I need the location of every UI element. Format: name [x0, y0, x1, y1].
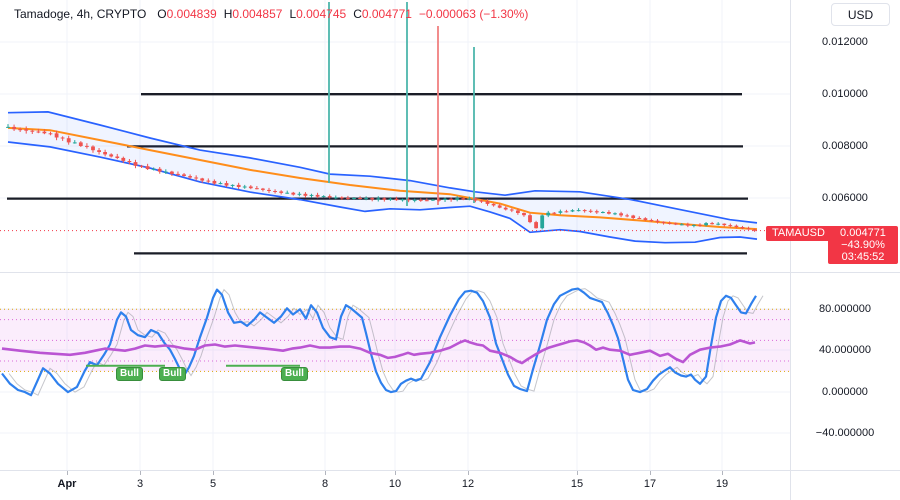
symbol-title: Tamadoge, 4h, CRYPTO [14, 7, 147, 21]
time-axis-tick [395, 471, 396, 475]
time-axis-tick [213, 471, 214, 475]
price-axis-label: 0.006000 [822, 192, 868, 204]
axis-vertical-border [790, 0, 791, 500]
time-axis-tick [722, 471, 723, 475]
badge-change-pct: −43.90% [841, 239, 885, 251]
time-axis-label: 5 [209, 478, 217, 490]
time-axis-label: Apr [57, 478, 77, 490]
bollinger-upper-line [7, 111, 758, 224]
time-axis-label: 8 [321, 478, 329, 490]
current-price-badge: 0.004771 −43.90% 03:45:52 [828, 226, 898, 264]
price-axis-label: 0.008000 [822, 140, 868, 152]
time-axis-label: 10 [388, 478, 402, 490]
time-axis-label: 15 [570, 478, 584, 490]
indicator-axis-label: 40.000000 [819, 344, 871, 356]
price-change: −0.000063 (−1.30%) [418, 7, 529, 21]
bull-signal-label: Bull [281, 367, 308, 381]
bull-signal-label: Bull [116, 367, 143, 381]
indicator-axis-label: −40.000000 [815, 427, 875, 439]
indicator-axis-label: 80.000000 [819, 303, 871, 315]
ohlc-low: L0.004745 [289, 7, 347, 21]
oscillator-band-fill [0, 309, 790, 372]
bollinger-lower-line [7, 141, 758, 244]
bollinger-fill [8, 111, 757, 243]
bollinger-basis-line [7, 126, 758, 231]
oscillator-slow-line [1, 339, 756, 365]
symbol-price-label: TAMAUSD [766, 226, 831, 241]
chart-legend[interactable]: Tamadoge, 4h, CRYPTO O0.004839 H0.004857… [14, 7, 528, 21]
time-axis-label: 19 [715, 478, 729, 490]
chart-canvas[interactable] [0, 0, 790, 470]
ohlc-close: C0.004771 [353, 7, 412, 21]
candlestick-series [6, 124, 757, 232]
price-axis-label: 0.012000 [822, 36, 868, 48]
time-axis-tick [577, 471, 578, 475]
panel-separator[interactable] [0, 272, 900, 273]
time-axis-label: 3 [136, 478, 144, 490]
currency-toggle-button[interactable]: USD [831, 3, 890, 26]
time-axis-tick [140, 471, 141, 475]
ohlc-open: O0.004839 [157, 7, 217, 21]
time-axis-tick [468, 471, 469, 475]
time-axis-tick [650, 471, 651, 475]
bull-signal-label: Bull [159, 367, 186, 381]
badge-countdown: 03:45:52 [841, 251, 885, 263]
time-axis-label: 12 [461, 478, 475, 490]
badge-price: 0.004771 [840, 227, 886, 239]
oscillator-fast-line [1, 287, 757, 397]
oscillator-signal-line [8, 288, 764, 396]
ohlc-high: H0.004857 [223, 7, 283, 21]
time-axis[interactable]: Apr 3 5 8 10 12 15 17 19 [0, 470, 900, 500]
indicator-axis-label: 0.000000 [822, 386, 868, 398]
price-axis-label: 0.010000 [822, 88, 868, 100]
time-axis-tick [67, 471, 68, 475]
time-axis-tick [325, 471, 326, 475]
time-axis-label: 17 [643, 478, 657, 490]
